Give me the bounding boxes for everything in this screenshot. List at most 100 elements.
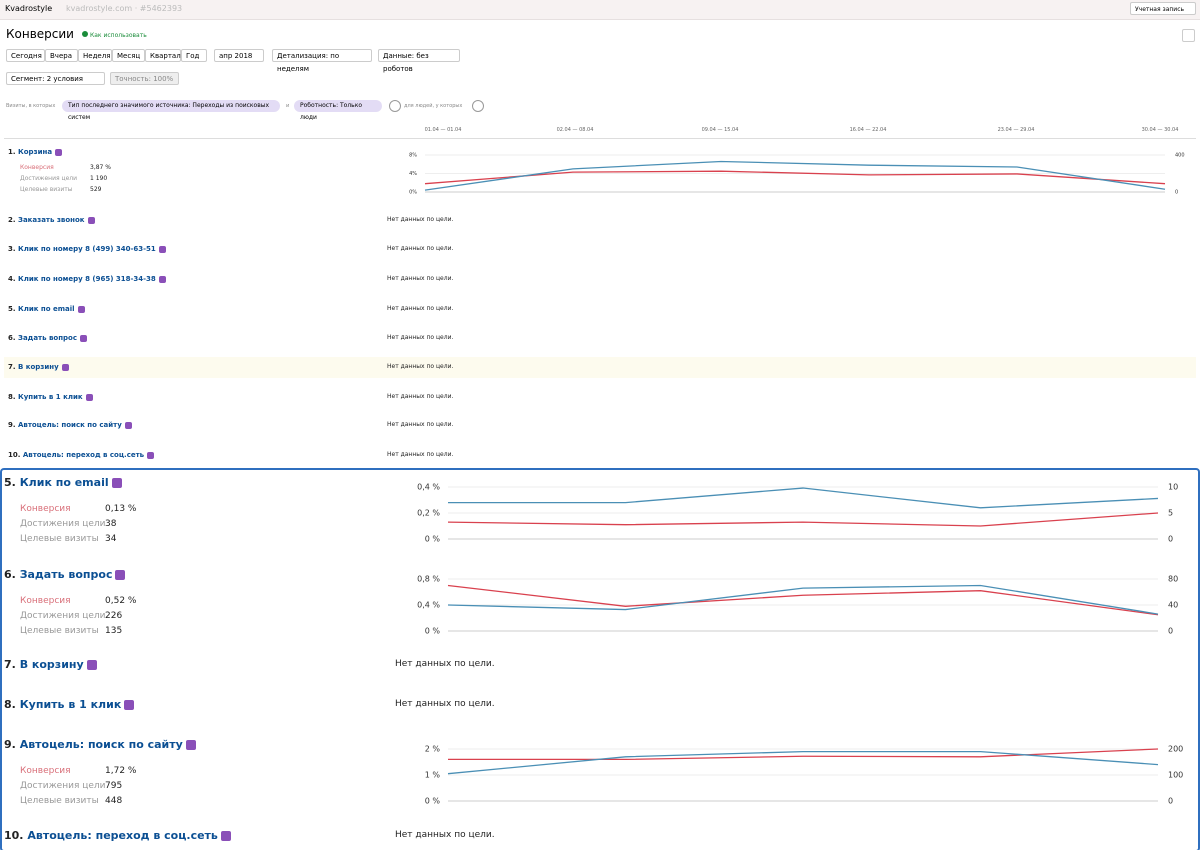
y-tick-label: 0 %: [425, 797, 441, 806]
stat-value: 34: [105, 534, 117, 544]
goal-icon: [55, 148, 63, 156]
goal-name[interactable]: Заказать звонок: [17, 216, 85, 224]
data-button[interactable]: Данные: без роботов: [378, 49, 460, 73]
goal-title[interactable]: 8. Купить в 1 клик: [4, 698, 135, 711]
page-title: Конверсии: [6, 27, 74, 41]
goal-title[interactable]: 6. Задать вопрос: [8, 334, 88, 342]
no-data: Нет данных по цели.: [387, 363, 454, 370]
period-button[interactable]: Вчера: [45, 49, 78, 62]
goal-title[interactable]: 3. Клик по номеру 8 (499) 340-63-51: [8, 245, 166, 253]
period-button[interactable]: Квартал: [145, 49, 181, 62]
no-data: Нет данных по цели.: [387, 275, 454, 282]
goal-icon: [147, 451, 155, 459]
goal-icon: [61, 363, 69, 371]
goal-title[interactable]: 5. Клик по email: [4, 476, 122, 489]
goal-icon: [111, 478, 122, 488]
y-tick-label: 1 %: [425, 771, 441, 780]
goal-name[interactable]: В корзину: [19, 658, 84, 671]
goal-name[interactable]: Задать вопрос: [19, 568, 113, 581]
goal-number: 8.: [4, 698, 16, 711]
goal-name[interactable]: Клик по номеру 8 (965) 318-34-38: [17, 275, 156, 283]
y2-tick-label: 80: [1168, 575, 1178, 584]
goal-chart: 0 % 0,2 % 0,4 % 0 5 10: [417, 483, 1178, 544]
goal-icon: [86, 660, 97, 670]
goal-title[interactable]: 2. Заказать звонок: [8, 216, 95, 224]
y2-tick-label: 400: [1175, 153, 1185, 159]
y2-tick-label: 5: [1168, 509, 1173, 518]
y-tick-label: 0,4 %: [417, 483, 440, 492]
goal-name[interactable]: Автоцель: переход в соц.сеть: [27, 829, 218, 842]
y-tick-label: 0 %: [425, 535, 441, 544]
goal-title[interactable]: 9. Автоцель: поиск по сайту: [4, 738, 196, 751]
no-data: Нет данных по цели.: [387, 393, 454, 400]
help-text[interactable]: Как использовать: [90, 32, 147, 39]
goal-chart: 0% 4% 8% 0 400: [409, 153, 1185, 196]
goal-title[interactable]: 8. Купить в 1 клик: [8, 393, 93, 401]
add-filter[interactable]: [389, 100, 401, 112]
goal-number: 9.: [4, 738, 16, 751]
goal-icon: [185, 740, 196, 750]
stat-label: Конверсия: [20, 164, 54, 171]
no-data: Нет данных по цели.: [387, 421, 454, 428]
goal-title[interactable]: 10. Автоцель: переход в соц.сеть: [8, 451, 155, 459]
month-button[interactable]: апр 2018: [214, 49, 264, 62]
date-header: 30.04 — 30.04: [1141, 127, 1179, 133]
goal-title[interactable]: 1. Корзина: [8, 148, 63, 156]
stat-value: 226: [105, 611, 123, 621]
date-header: 01.04 — 01.04: [424, 127, 462, 133]
goal-number: 5.: [8, 305, 16, 313]
period-button[interactable]: Сегодня: [6, 49, 45, 62]
goal-name[interactable]: В корзину: [17, 363, 59, 371]
period-button[interactable]: Год: [181, 49, 207, 62]
goal-icon: [115, 570, 126, 580]
goal-icon: [158, 275, 166, 283]
series-line: [424, 160, 1166, 191]
goal-name[interactable]: Задать вопрос: [17, 334, 78, 342]
goal-name[interactable]: Купить в 1 клик: [17, 393, 83, 401]
help-link[interactable]: Как использовать: [82, 31, 147, 39]
goal-name[interactable]: Автоцель: поиск по сайту: [19, 738, 183, 751]
goal-title[interactable]: 7. В корзину: [4, 658, 97, 671]
stat-value: 135: [105, 626, 123, 636]
goal-title[interactable]: 9. Автоцель: поиск по сайту: [8, 421, 132, 429]
goal-title[interactable]: 7. В корзину: [8, 363, 69, 371]
stat-value: 1 190: [90, 175, 108, 182]
goal-name[interactable]: Автоцель: поиск по сайту: [17, 421, 122, 429]
no-data: Нет данных по цели.: [395, 830, 495, 840]
stat-value: 795: [105, 781, 123, 791]
goal-name[interactable]: Купить в 1 клик: [19, 698, 122, 711]
filter-chip[interactable]: Тип последнего значимого источника: Пере…: [62, 100, 280, 121]
goal-name[interactable]: Клик по номеру 8 (499) 340-63-51: [17, 245, 156, 253]
filter-chip[interactable]: Роботность: Только люди: [294, 100, 382, 121]
stat-label: Достижения цели: [20, 519, 106, 529]
goal-name[interactable]: Клик по email: [19, 476, 109, 489]
goal-title[interactable]: 10. Автоцель: переход в соц.сеть: [4, 829, 231, 842]
date-header: 16.04 — 22.04: [849, 127, 887, 133]
period-button[interactable]: Месяц: [112, 49, 145, 62]
add-filter[interactable]: [472, 100, 484, 112]
goal-name[interactable]: Клик по email: [17, 305, 75, 313]
stat-label: Целевые визиты: [20, 626, 99, 636]
accuracy-button[interactable]: Точность: 100%: [110, 72, 179, 85]
y-tick-label: 8%: [409, 153, 417, 159]
goal-number: 5.: [4, 476, 16, 489]
detail-button[interactable]: Детализация: по неделям: [272, 49, 372, 73]
period-button[interactable]: Неделя: [78, 49, 112, 62]
segment-button[interactable]: Сегмент: 2 условия: [6, 72, 105, 85]
stat-value: 448: [105, 796, 123, 806]
goal-title[interactable]: 5. Клик по email: [8, 305, 85, 313]
goal-name[interactable]: Автоцель: переход в соц.сеть: [22, 451, 145, 459]
goal-name[interactable]: Корзина: [17, 148, 53, 156]
site: kvadrostyle.com · #5462393: [66, 4, 183, 13]
goal-title[interactable]: 4. Клик по номеру 8 (965) 318-34-38: [8, 275, 166, 283]
settings[interactable]: [1182, 29, 1195, 42]
goal-chart: 0 % 0,4 % 0,8 % 0 40 80: [417, 575, 1178, 636]
goal-title[interactable]: 6. Задать вопрос: [4, 568, 126, 581]
y-tick-label: 4%: [409, 171, 417, 177]
account[interactable]: Kvadrostyle: [5, 4, 53, 13]
filter-prefix: Визиты, в которых: [6, 103, 56, 109]
user-button[interactable]: Учетная запись: [1130, 2, 1196, 15]
goal-number: 10.: [8, 451, 21, 459]
y2-tick-label: 0: [1168, 535, 1173, 544]
